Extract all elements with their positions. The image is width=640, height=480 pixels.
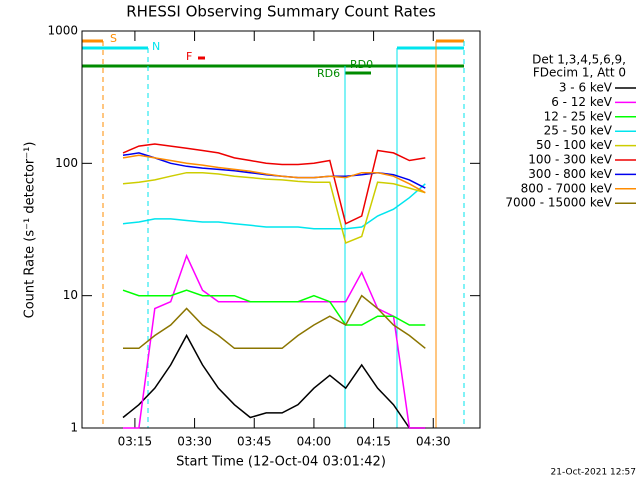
annotation: RD6 bbox=[317, 67, 340, 80]
plot-frame bbox=[81, 30, 481, 429]
series-line bbox=[122, 143, 426, 225]
flag-bars bbox=[82, 39, 465, 428]
series-line bbox=[123, 294, 426, 350]
legend-label: 6 - 12 keV bbox=[551, 95, 613, 109]
x-tick-label: 04:00 bbox=[297, 435, 332, 449]
chart-title: RHESSI Observing Summary Count Rates bbox=[126, 3, 436, 21]
legend-label: 50 - 100 keV bbox=[536, 138, 613, 152]
series-line bbox=[122, 171, 426, 245]
x-tick-label: 04:30 bbox=[416, 435, 451, 449]
legend-title: FDecim 1, Att 0 bbox=[533, 66, 626, 80]
legend-label: 25 - 50 keV bbox=[544, 124, 613, 138]
series-line bbox=[122, 289, 426, 326]
legend-label: 100 - 300 keV bbox=[528, 153, 612, 167]
series-line bbox=[122, 183, 426, 230]
y-tick-label: 100 bbox=[55, 156, 78, 170]
legend-label: 800 - 7000 keV bbox=[521, 181, 613, 195]
x-tick-label: 03:45 bbox=[237, 435, 272, 449]
y-axis-label: Count Rate (s⁻¹ detector⁻¹) bbox=[23, 142, 38, 319]
x-tick-label: 03:15 bbox=[118, 435, 153, 449]
series-line bbox=[122, 333, 426, 429]
y-tick-label: 1 bbox=[70, 421, 78, 435]
annotation: S bbox=[110, 32, 117, 45]
x-tick-label: 04:15 bbox=[356, 435, 391, 449]
y-tick-label: 10 bbox=[63, 288, 78, 302]
x-tick-label: 03:30 bbox=[177, 435, 212, 449]
footer: 21-Oct-2021 12:57 bbox=[551, 468, 636, 478]
annotation: F bbox=[186, 50, 192, 63]
y-tick-label: 1000 bbox=[47, 24, 78, 38]
legend-label: 7000 - 15000 keV bbox=[505, 196, 612, 210]
legend-label: 3 - 6 keV bbox=[559, 81, 613, 95]
annotation: RD0 bbox=[350, 58, 373, 71]
series-line bbox=[122, 154, 426, 194]
legend-title: Det 1,3,4,5,6,9, bbox=[532, 53, 626, 67]
x-axis-label: Start Time (12-Oct-04 03:01:42) bbox=[176, 455, 386, 470]
annotation: N bbox=[152, 40, 160, 53]
legend-label: 12 - 25 keV bbox=[544, 109, 613, 123]
legend-label: 300 - 800 keV bbox=[528, 167, 612, 181]
